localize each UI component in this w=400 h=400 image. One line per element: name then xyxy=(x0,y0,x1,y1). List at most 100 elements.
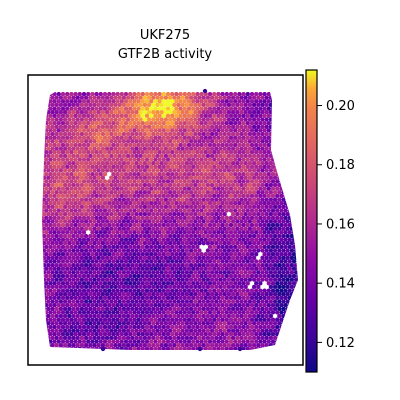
tissue-spot xyxy=(125,168,131,173)
tissue-spot xyxy=(115,273,120,279)
tissue-spot xyxy=(100,197,106,202)
tissue-spot xyxy=(115,244,120,250)
tissue-spot xyxy=(146,190,152,195)
tissue-spot xyxy=(182,324,187,330)
tissue-spot xyxy=(125,306,131,311)
tissue-spot xyxy=(243,175,248,180)
tissue-spot xyxy=(62,110,68,115)
tissue-spot xyxy=(275,164,280,169)
tissue-spot xyxy=(235,226,240,231)
tissue-spot xyxy=(285,102,290,108)
tissue-spot xyxy=(119,208,124,213)
tissue-spot xyxy=(107,259,112,264)
tissue-spot xyxy=(60,302,66,308)
tissue-spot xyxy=(243,299,248,304)
tissue-spot xyxy=(182,142,187,148)
tissue-spot xyxy=(71,175,76,180)
tissue-spot xyxy=(228,317,234,322)
tissue-spot xyxy=(176,139,181,144)
tissue-spot xyxy=(119,266,124,271)
tissue-spot xyxy=(58,219,64,224)
tissue-spot xyxy=(212,135,217,140)
tissue-spot xyxy=(102,128,108,133)
tissue-spot xyxy=(291,252,297,257)
tissue-spot xyxy=(291,244,297,250)
tissue-spot xyxy=(233,288,238,293)
tissue-spot xyxy=(254,106,259,111)
tissue-spot xyxy=(140,128,145,133)
tissue-spot xyxy=(289,204,295,209)
tissue-spot xyxy=(159,175,164,180)
tissue-spot xyxy=(235,313,240,319)
tissue-spot xyxy=(233,193,238,199)
tissue-spot xyxy=(73,310,78,315)
tissue-spot xyxy=(144,157,150,162)
tissue-spot xyxy=(218,131,223,137)
tissue-spot xyxy=(293,161,298,166)
tissue-spot xyxy=(241,179,246,184)
tissue-spot xyxy=(81,252,87,257)
tissue-spot xyxy=(67,226,72,231)
tissue-spot xyxy=(117,284,122,290)
tissue-spot xyxy=(81,164,87,169)
tissue-spot xyxy=(266,215,271,220)
tissue-spot xyxy=(96,226,101,231)
tissue-spot xyxy=(140,120,145,126)
tissue-spot xyxy=(42,193,45,199)
tissue-spot xyxy=(239,248,244,253)
tissue-spot xyxy=(245,92,250,97)
tissue-spot xyxy=(249,186,255,191)
tissue-spot xyxy=(67,153,72,159)
tissue-spot xyxy=(247,219,253,224)
tissue-spot xyxy=(144,142,150,148)
tissue-spot xyxy=(268,139,274,144)
tissue-spot xyxy=(83,262,89,268)
tissue-spot xyxy=(207,106,213,111)
tissue-spot xyxy=(65,150,70,155)
tissue-spot xyxy=(96,233,101,239)
tissue-spot xyxy=(258,266,263,271)
tissue-spot xyxy=(191,164,196,169)
tissue-spot xyxy=(262,164,267,169)
tissue-spot xyxy=(42,302,45,308)
tissue-spot xyxy=(287,92,292,97)
tissue-spot xyxy=(207,157,213,162)
tissue-spot xyxy=(281,335,286,341)
tissue-spot xyxy=(289,219,295,224)
tissue-spot xyxy=(237,179,242,184)
tissue-spot xyxy=(140,171,145,177)
tissue-spot xyxy=(159,190,164,195)
tissue-spot xyxy=(197,262,202,268)
tissue-spot xyxy=(151,139,156,144)
tissue-spot xyxy=(109,284,114,290)
tissue-spot xyxy=(239,335,244,341)
tissue-spot xyxy=(281,313,286,319)
tissue-spot xyxy=(178,222,183,228)
tissue-spot xyxy=(195,171,200,177)
tissue-spot xyxy=(79,139,85,144)
tissue-spot xyxy=(142,139,148,144)
tissue-spot xyxy=(163,197,169,202)
tissue-spot xyxy=(94,157,99,162)
tissue-spot xyxy=(262,317,267,322)
tissue-spot xyxy=(130,313,135,319)
tissue-spot xyxy=(44,295,49,300)
tissue-spot xyxy=(296,273,298,279)
tissue-spot xyxy=(268,277,274,282)
tissue-spot xyxy=(170,157,175,162)
tissue-spot xyxy=(69,266,74,271)
tissue-spot xyxy=(157,157,162,162)
tissue-spot xyxy=(285,190,290,195)
tissue-spot xyxy=(161,208,166,213)
tissue-spot xyxy=(230,146,236,151)
tissue-spot xyxy=(121,292,127,297)
tissue-spot xyxy=(123,128,129,133)
tissue-spot xyxy=(100,102,106,108)
tissue-spot xyxy=(293,182,298,188)
tissue-spot xyxy=(50,313,55,319)
tissue-spot xyxy=(270,120,276,126)
tissue-spot xyxy=(195,288,200,293)
tissue-spot xyxy=(197,241,202,246)
tissue-spot xyxy=(214,110,219,115)
tissue-spot xyxy=(92,211,97,217)
